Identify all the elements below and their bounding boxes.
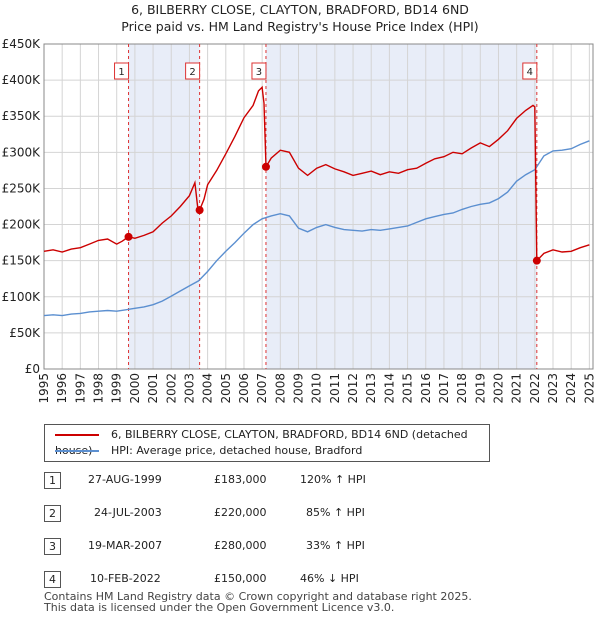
ownership-shade <box>265 44 537 369</box>
x-tick-label: 1999 <box>110 373 124 404</box>
sale-row: 1 27-AUG-1999 £183,000 120% ↑ HPI <box>44 472 564 490</box>
x-tick-label: 1998 <box>92 373 106 404</box>
y-tick-label: £200K <box>2 218 42 232</box>
x-tick-label: 2015 <box>401 373 415 404</box>
sale-row: 2 24-JUL-2003 £220,000 85% ↑ HPI <box>44 505 564 523</box>
sale-number-badge: 1 <box>44 472 61 489</box>
x-tick-label: 2021 <box>510 373 524 404</box>
x-tick-label: 2025 <box>582 373 596 404</box>
sale-point <box>261 162 270 171</box>
legend-swatch-hpi <box>55 450 99 452</box>
sale-point <box>532 256 541 265</box>
sale-marker-label: 3 <box>256 67 262 78</box>
x-tick-label: 2003 <box>182 373 196 404</box>
legend-item-hpi: HPI: Average price, detached house, Brad… <box>55 443 362 459</box>
y-tick-label: £450K <box>2 37 42 51</box>
y-tick-label: £350K <box>2 109 42 123</box>
x-tick-label: 2011 <box>328 373 342 404</box>
sale-date: 27-AUG-1999 <box>88 473 162 486</box>
x-tick-label: 2022 <box>528 373 542 404</box>
sale-number-badge: 4 <box>44 571 61 588</box>
sale-marker-badge <box>522 62 538 80</box>
x-tick-label: 2016 <box>419 373 433 404</box>
hpi-line <box>43 140 590 317</box>
x-tick-label: 2017 <box>437 373 451 404</box>
sale-hpi-change: 33% ↑ HPI <box>306 539 365 552</box>
y-tick-label: £150K <box>2 254 42 268</box>
x-tick-label: 2007 <box>255 373 269 404</box>
x-tick-label: 2019 <box>473 373 487 404</box>
x-tick-label: 1995 <box>37 373 51 404</box>
x-tick-label: 2024 <box>564 373 578 404</box>
x-tick-label: 2020 <box>491 373 505 404</box>
footer-licence: This data is licensed under the Open Gov… <box>44 601 395 614</box>
x-tick-label: 1996 <box>55 373 69 404</box>
sale-date: 24-JUL-2003 <box>94 506 162 519</box>
x-tick-label: 2009 <box>292 373 306 404</box>
y-tick-label: £100K <box>2 290 42 304</box>
sale-row: 3 19-MAR-2007 £280,000 33% ↑ HPI <box>44 538 564 556</box>
legend-swatch-property <box>55 434 99 436</box>
sale-hpi-change: 120% ↑ HPI <box>300 473 366 486</box>
x-tick-label: 2018 <box>455 373 469 404</box>
x-tick-label: 2005 <box>219 373 233 404</box>
x-tick-label: 2008 <box>273 373 287 404</box>
x-tick-label: 1997 <box>73 373 87 404</box>
y-tick-label: £0 <box>25 362 40 376</box>
x-tick-label: 2001 <box>146 373 160 404</box>
sale-date: 10-FEB-2022 <box>90 572 161 585</box>
sale-number-badge: 3 <box>44 538 61 555</box>
x-tick-label: 2023 <box>546 373 560 404</box>
sale-price: £150,000 <box>214 572 267 585</box>
y-tick-label: £250K <box>2 181 42 195</box>
sale-row: 4 10-FEB-2022 £150,000 46% ↓ HPI <box>44 571 564 589</box>
y-tick-label: £400K <box>2 73 42 87</box>
y-tick-label: £300K <box>2 145 42 159</box>
price-chart: 6, BILBERRY CLOSE, CLAYTON, BRADFORD, BD… <box>1 2 597 404</box>
sale-price: £220,000 <box>214 506 267 519</box>
sale-marker-label: 1 <box>118 67 124 78</box>
x-tick-label: 2002 <box>164 373 178 404</box>
x-tick-label: 2012 <box>346 373 360 404</box>
x-tick-label: 2000 <box>128 373 142 404</box>
sale-price: £183,000 <box>214 473 267 486</box>
chart-subtitle: Price paid vs. HM Land Registry's House … <box>121 19 478 34</box>
x-tick-label: 2004 <box>201 373 215 404</box>
sale-point <box>124 232 133 241</box>
legend-label-hpi: HPI: Average price, detached house, Brad… <box>111 444 363 457</box>
sale-marker-label: 2 <box>189 67 195 78</box>
sale-date: 19-MAR-2007 <box>88 539 163 552</box>
footer: Contains HM Land Registry data © Crown c… <box>44 591 472 613</box>
x-tick-label: 2013 <box>364 373 378 404</box>
legend: 6, BILBERRY CLOSE, CLAYTON, BRADFORD, BD… <box>44 424 490 462</box>
property-price-line <box>43 85 590 263</box>
sale-marker-badge <box>185 62 201 80</box>
sale-price: £280,000 <box>214 539 267 552</box>
ownership-shade <box>128 44 200 369</box>
sale-marker-label: 4 <box>527 67 533 78</box>
sale-marker-badge <box>114 62 130 80</box>
sale-hpi-change: 85% ↑ HPI <box>306 506 365 519</box>
sale-marker-badge <box>251 62 267 80</box>
x-tick-label: 2014 <box>382 373 396 404</box>
plot-frame <box>43 43 594 370</box>
sale-point <box>195 206 204 215</box>
sale-hpi-change: 46% ↓ HPI <box>300 572 359 585</box>
y-tick-label: £50K <box>9 326 41 340</box>
sale-number-badge: 2 <box>44 505 61 522</box>
x-tick-label: 2010 <box>310 373 324 404</box>
footer-copyright: Contains HM Land Registry data © Crown c… <box>44 590 472 603</box>
chart-title: 6, BILBERRY CLOSE, CLAYTON, BRADFORD, BD… <box>131 2 469 17</box>
x-tick-label: 2006 <box>237 373 251 404</box>
legend-item-property: 6, BILBERRY CLOSE, CLAYTON, BRADFORD, BD… <box>55 427 489 457</box>
